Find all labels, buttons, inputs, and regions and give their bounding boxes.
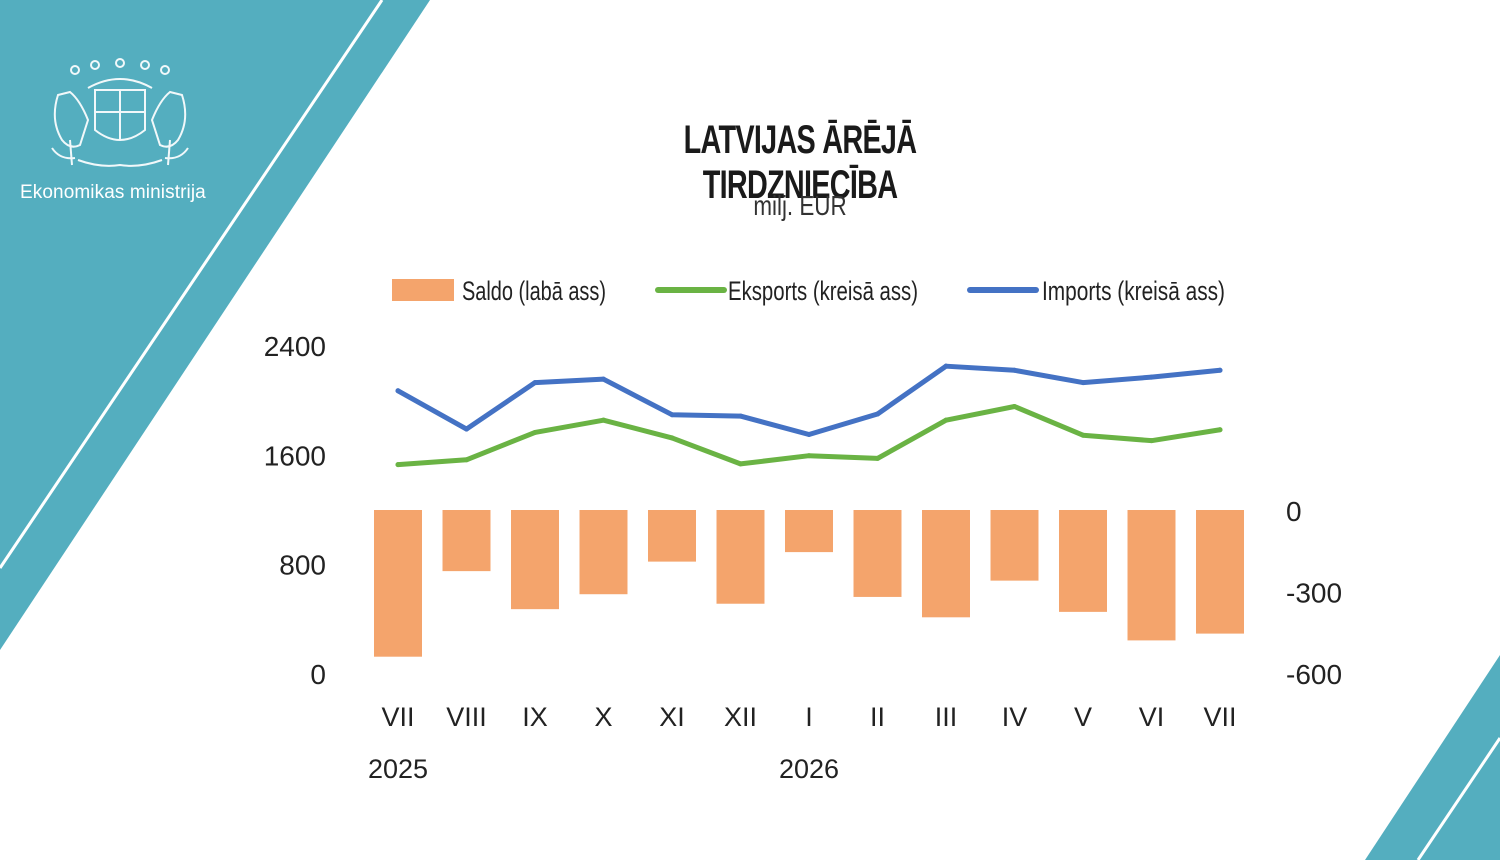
imports-point (395, 388, 401, 394)
left-axis-tick: 2400 (264, 331, 326, 362)
x-axis-tick: VII (1203, 702, 1236, 732)
imports-point (1012, 367, 1017, 373)
saldo-bar (716, 510, 765, 604)
imports-point (532, 380, 538, 386)
saldo-bar (648, 510, 696, 562)
latvia-coat-of-arms-icon (51, 58, 189, 167)
imports-point (875, 411, 880, 417)
legend-label: Saldo (labā ass) (462, 276, 606, 306)
saldo-bar (922, 510, 970, 618)
right-axis-tick: 0 (1286, 496, 1302, 527)
chart-title: LATVIJAS ĀRĒJĀ TIRDZNIECĪBA (683, 118, 917, 207)
imports-point (1217, 367, 1223, 373)
saldo-bar (1059, 510, 1107, 612)
year-label: 2026 (779, 754, 839, 784)
x-axis-tick: V (1074, 702, 1092, 732)
legend-swatch-saldo (392, 279, 454, 301)
bottom-right-teal-panel (1365, 655, 1500, 860)
eksports-point (875, 455, 880, 461)
eksports-point (806, 453, 812, 459)
eksports-point (1012, 404, 1017, 409)
top-left-white-stripe (0, 0, 384, 569)
eksports-point (1080, 432, 1086, 438)
eksports-point (464, 457, 469, 463)
eksports-point (738, 461, 743, 467)
legend-label: Eksports (kreisā ass) (728, 276, 918, 306)
imports-point (806, 432, 812, 438)
left-axis-tick: 1600 (264, 440, 326, 471)
saldo-bar (511, 510, 559, 610)
imports-point (669, 412, 675, 418)
eksports-point (1149, 438, 1154, 444)
x-axis-tick: VI (1139, 702, 1165, 732)
eksports-point (601, 417, 606, 423)
chart-subtitle: milj. EUR (753, 190, 847, 221)
x-axis-tick: XI (659, 702, 685, 732)
saldo-bar (785, 510, 833, 553)
eksports-point (532, 429, 538, 435)
imports-point (1149, 374, 1154, 380)
x-axis-tick: X (594, 702, 612, 732)
imports-point (738, 413, 743, 419)
saldo-bar (853, 510, 902, 597)
top-left-teal-panel (0, 0, 430, 650)
imports-point (601, 376, 606, 382)
x-axis-tick: II (870, 702, 885, 732)
left-axis-tick: 0 (310, 659, 326, 690)
x-axis-tick: I (805, 702, 813, 732)
saldo-bar (579, 510, 628, 595)
eksports-point (943, 417, 949, 423)
eksports-point (669, 435, 675, 441)
x-axis-tick: XII (724, 702, 757, 732)
saldo-bar (990, 510, 1039, 581)
saldo-bar (442, 510, 491, 572)
eksports-point (1217, 427, 1223, 433)
x-axis-tick: VII (381, 702, 414, 732)
x-axis-tick: IX (522, 702, 548, 732)
right-axis-tick: -600 (1286, 659, 1342, 690)
x-axis-tick: VIII (446, 702, 487, 732)
saldo-bar (1196, 510, 1244, 634)
legend-label: Imports (kreisā ass) (1042, 276, 1225, 306)
saldo-bar (1127, 510, 1176, 641)
left-axis-tick: 800 (279, 550, 326, 581)
x-axis-tick: IV (1002, 702, 1028, 732)
right-axis-tick: -300 (1286, 578, 1342, 609)
eksports-point (395, 462, 401, 468)
ministry-name: Ekonomikas ministrija (20, 182, 206, 203)
imports-point (464, 426, 469, 432)
imports-point (943, 363, 949, 369)
imports-point (1080, 380, 1086, 386)
saldo-bar (374, 510, 422, 657)
year-label: 2025 (368, 754, 428, 784)
imports-line (395, 363, 1223, 438)
x-axis-tick: III (935, 702, 958, 732)
bottom-right-white-stripe (1416, 737, 1500, 860)
